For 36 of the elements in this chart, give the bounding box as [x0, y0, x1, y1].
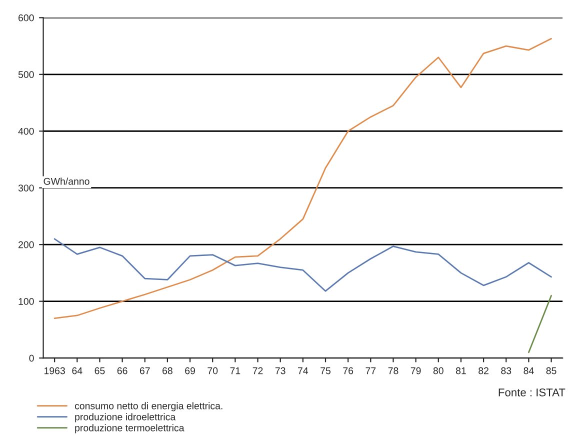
x-tick-label: 74 [298, 367, 308, 374]
x-tick-label: 64 [72, 367, 82, 374]
legend-label: produzione idroelettrica [75, 413, 176, 422]
y-tick-label: 100 [18, 298, 34, 305]
x-tick-label: 67 [140, 367, 150, 374]
x-tick-label: 77 [366, 367, 376, 374]
x-tick-label: 72 [252, 367, 263, 374]
line-series [54, 238, 552, 292]
x-tick-label: 80 [433, 367, 444, 374]
y-tick-label: 500 [18, 71, 34, 78]
y-tick-label: 600 [18, 14, 34, 22]
x-tick-label: 78 [388, 367, 398, 374]
x-tick-label: 73 [275, 367, 286, 374]
x-tick-label: 65 [94, 367, 105, 374]
x-tick-label: 70 [208, 367, 218, 374]
x-tick-label: 66 [117, 367, 128, 374]
x-tick-label: 75 [320, 367, 331, 374]
y-tick-label: 200 [18, 241, 34, 248]
source-note: Fonte : ISTAT [498, 388, 566, 396]
x-tick-label: 81 [456, 367, 466, 374]
x-tick-label: 68 [162, 367, 172, 374]
x-tick-label: 69 [185, 367, 195, 374]
legend-label: consumo netto di energia elettrica. [74, 402, 222, 412]
x-tick-label: 79 [410, 367, 421, 374]
y-tick-label: 0 [29, 354, 34, 362]
x-tick-label: 85 [546, 367, 556, 374]
x-tick-label: 71 [230, 367, 240, 374]
legend-label: produzione termoelettrica [75, 424, 184, 434]
y-tick-label: 300 [18, 184, 34, 192]
x-tick-label: 1963 [44, 367, 65, 374]
y-axis-title: GWh/anno [44, 178, 90, 185]
x-tick-label: 76 [343, 367, 354, 374]
x-tick-label: 82 [478, 367, 488, 374]
y-tick-label: 400 [18, 128, 34, 135]
x-tick-label: 83 [501, 367, 512, 374]
x-tick-label: 84 [524, 367, 534, 374]
